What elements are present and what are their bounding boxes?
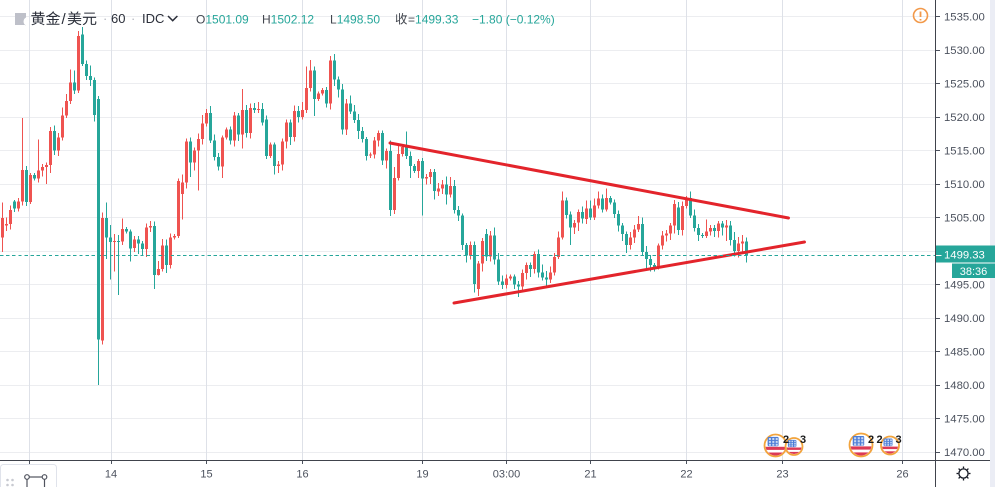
- svg-text:L1498.50: L1498.50: [330, 13, 380, 27]
- svg-text:16: 16: [296, 469, 308, 481]
- svg-text:2: 2: [868, 434, 874, 446]
- svg-text:1499.33: 1499.33: [944, 250, 985, 262]
- svg-text:−1.80 (−0.12%): −1.80 (−0.12%): [472, 13, 555, 27]
- svg-text:·: ·: [131, 11, 135, 26]
- svg-text:1510.00: 1510.00: [944, 179, 985, 191]
- svg-text:1515.00: 1515.00: [944, 145, 985, 157]
- svg-text:1505.00: 1505.00: [944, 212, 985, 224]
- svg-text:H1502.12: H1502.12: [262, 13, 314, 27]
- svg-text:1495.00: 1495.00: [944, 279, 985, 291]
- svg-text:/: /: [62, 11, 67, 28]
- svg-text:03:00: 03:00: [493, 469, 521, 481]
- svg-text:1475.00: 1475.00: [944, 413, 985, 425]
- svg-text:1525.00: 1525.00: [944, 78, 985, 90]
- svg-text:1530.00: 1530.00: [944, 45, 985, 57]
- svg-text:1490.00: 1490.00: [944, 313, 985, 325]
- svg-text:22: 22: [680, 469, 692, 481]
- svg-text:2: 2: [783, 434, 789, 446]
- svg-text:19: 19: [416, 469, 428, 481]
- svg-text:21: 21: [584, 469, 596, 481]
- svg-text:1470.00: 1470.00: [944, 447, 985, 459]
- svg-text:3: 3: [895, 434, 901, 446]
- svg-text:IDC: IDC: [142, 11, 164, 26]
- svg-text:2: 2: [876, 434, 882, 446]
- svg-text:15: 15: [200, 469, 212, 481]
- svg-text:1520.00: 1520.00: [944, 112, 985, 124]
- svg-text:·: ·: [103, 11, 107, 26]
- svg-text:14: 14: [105, 469, 117, 481]
- svg-text:1480.00: 1480.00: [944, 380, 985, 392]
- svg-text:23: 23: [776, 469, 788, 481]
- svg-text:O1501.09: O1501.09: [196, 13, 249, 27]
- svg-text:1485.00: 1485.00: [944, 346, 985, 358]
- svg-text:60: 60: [111, 11, 125, 26]
- svg-text:26: 26: [896, 469, 908, 481]
- svg-text:1535.00: 1535.00: [944, 11, 985, 23]
- svg-text:=1499.33: =1499.33: [408, 13, 459, 27]
- svg-text:38:36: 38:36: [960, 266, 988, 278]
- svg-text:3: 3: [800, 434, 806, 446]
